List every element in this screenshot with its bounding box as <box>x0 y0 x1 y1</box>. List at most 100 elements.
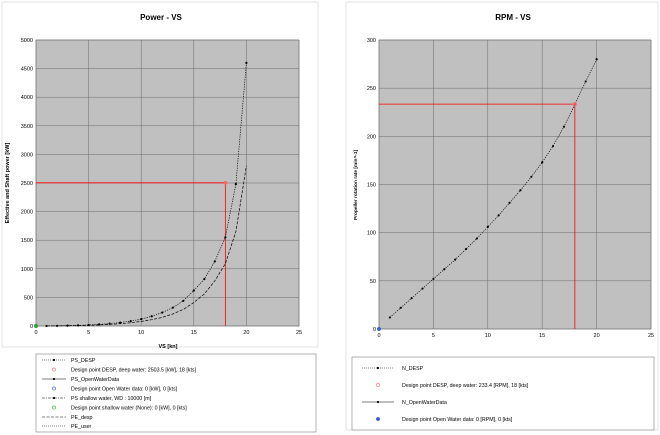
legend-item-ps-shallow: PS shallow water, WD : 10000 [m] <box>42 396 152 402</box>
y-tick-label: 3000 <box>21 152 33 158</box>
series-line-n-desp <box>389 59 597 318</box>
y-tick-label: 150 <box>367 183 376 189</box>
data-point-ps-desp <box>119 321 122 324</box>
data-point-n-desp <box>551 144 555 148</box>
x-tick-label: 0 <box>377 333 380 339</box>
legend-item-design-point-openwater: Design point Open Water data: 0 [RPM], 0… <box>376 417 513 423</box>
rpm-legend-box <box>351 356 655 431</box>
legend-label: PE_desp <box>71 415 93 421</box>
x-tick-label: 5 <box>432 333 435 339</box>
data-point-n-desp <box>432 277 435 281</box>
y-tick-label: 1500 <box>21 238 33 244</box>
data-point-n-desp <box>562 125 566 128</box>
power-x-tick-labels: 0 5 10 15 20 25 <box>34 330 302 336</box>
data-point-ps-desp <box>234 183 237 186</box>
design-point-design-point-shallow-water-none-0-kw-0-kts <box>33 323 39 329</box>
power-chart-title: Power - VS <box>140 13 182 22</box>
data-point-ps-desp <box>76 324 80 327</box>
data-point-n-desp <box>508 201 511 204</box>
y-tick-label: 1000 <box>21 267 33 273</box>
data-point-n-desp <box>486 225 489 228</box>
power-data-marks <box>33 61 248 329</box>
data-point-n-desp <box>421 287 424 290</box>
y-tick-label: 300 <box>367 38 376 44</box>
y-tick-label: 500 <box>24 295 33 301</box>
legend-item-pe-desp: PE_desp <box>42 415 93 421</box>
rpm-chart: RPM - VS 0 50 100 150 200 250 300 0 5 10 15 20 25 P… <box>345 1 659 431</box>
legend-label: Design point Open Water data: 0 [RPM], 0… <box>402 417 513 423</box>
rpm-x-tick-labels: 0 5 10 15 20 25 <box>377 333 654 339</box>
x-tick-label: 15 <box>539 333 545 339</box>
data-point-n-desp <box>454 258 457 261</box>
legend-label: Design point Open Water data: 0 [kW], 0 … <box>71 387 178 393</box>
legend-item-n-desp: N_DESP <box>362 366 424 372</box>
legend-item-design-point-desp: Design point DESP, deep water: 233.4 [RP… <box>376 383 529 389</box>
y-tick-label: 250 <box>367 86 376 92</box>
design-point-design-point-open-water-data-0-rpm-0-kts <box>376 326 382 332</box>
y-tick-label: 3500 <box>21 124 33 130</box>
x-tick-label: 10 <box>485 333 491 339</box>
legend-label: N_DESP <box>402 366 424 372</box>
power-legend-box <box>35 353 317 433</box>
y-tick-label: 4500 <box>21 67 33 73</box>
y-tick-label: 2000 <box>21 210 33 216</box>
legend-label: Design point DESP, deep water: 2503.5 [k… <box>71 368 197 374</box>
y-tick-label: 0 <box>373 327 376 333</box>
rpm-y-axis-label: Propeller rotation rate [min^-1] <box>353 149 359 220</box>
data-point-n-desp <box>497 214 500 217</box>
y-tick-label: 2500 <box>21 181 33 187</box>
power-y-axis-label: Effective and Shaft power [kW] <box>5 142 11 223</box>
rpm-y-tick-labels: 0 50 100 150 200 250 300 <box>367 38 376 333</box>
rpm-gridlines <box>378 39 652 330</box>
data-point-ps-desp <box>45 324 48 328</box>
data-point-n-desp <box>584 80 587 83</box>
x-tick-label: 15 <box>191 330 197 336</box>
legend-item-ps-desp: PS_DESP <box>42 358 96 364</box>
power-y-tick-labels: 0 500 1000 1500 2000 2500 3000 3500 4000 4500 5000 <box>21 38 33 330</box>
data-point-ps-desp <box>87 323 90 327</box>
y-tick-label: 5000 <box>21 38 33 44</box>
data-point-ps-desp <box>55 324 59 327</box>
series-line-pe-desp <box>46 165 247 327</box>
legend-item-n-openwater: N_OpenWaterData <box>362 400 447 406</box>
legend-label: Design point DESP, deep water: 233.4 [RP… <box>402 383 529 389</box>
x-tick-label: 10 <box>138 330 144 336</box>
data-point-ps-desp <box>66 324 69 327</box>
data-point-ps-desp <box>161 311 164 314</box>
legend-label: PS shallow water, WD : 10000 [m] <box>71 396 152 402</box>
data-point-ps-desp <box>98 323 101 326</box>
data-point-n-desp <box>530 175 533 178</box>
data-point-n-desp <box>410 297 413 300</box>
data-point-ps-desp <box>224 236 227 239</box>
legend-label: PS_OpenWaterData <box>71 377 119 383</box>
legend-item-pe-user: PE_user <box>42 424 92 430</box>
data-point-n-desp <box>475 237 479 240</box>
legend-label: Design point shallow water (None): 0 [kW… <box>71 406 187 412</box>
legend-label: N_OpenWaterData <box>402 400 447 406</box>
legend-item-design-point-shallow: Design point shallow water (None): 0 [kW… <box>52 406 187 412</box>
data-point-ps-desp <box>171 306 174 309</box>
data-point-n-desp <box>399 306 402 309</box>
data-point-n-desp <box>443 268 446 271</box>
rpm-legend: N_DESP Design point DESP, deep water: 23… <box>362 366 529 423</box>
x-tick-label: 0 <box>34 330 37 336</box>
x-tick-label: 25 <box>296 330 302 336</box>
x-tick-label: 25 <box>648 333 654 339</box>
data-point-ps-desp <box>245 61 248 64</box>
power-legend: PS_DESP Design point DESP, deep water: 2… <box>42 358 197 430</box>
power-chart: Power - VS 0 500 1000 1500 2000 2500 3000 3500 4… <box>1 1 319 433</box>
data-point-n-desp <box>595 58 598 61</box>
x-tick-label: 20 <box>594 333 600 339</box>
x-tick-label: 5 <box>87 330 90 336</box>
power-x-axis-label: VS [kn] <box>159 344 178 350</box>
data-point-ps-desp <box>108 322 111 325</box>
data-point-n-desp <box>519 189 522 192</box>
data-point-n-desp <box>541 161 544 164</box>
legend-label: PE_user <box>71 424 92 430</box>
data-point-ps-desp <box>140 318 143 321</box>
y-tick-label: 200 <box>367 134 376 140</box>
design-point-design-point-desp-deep-water-233-4-rpm-18-kts <box>572 102 577 107</box>
design-point-design-point-desp-deep-water-2503-5-kw-18-kts <box>223 180 228 185</box>
data-point-ps-desp <box>192 289 195 292</box>
